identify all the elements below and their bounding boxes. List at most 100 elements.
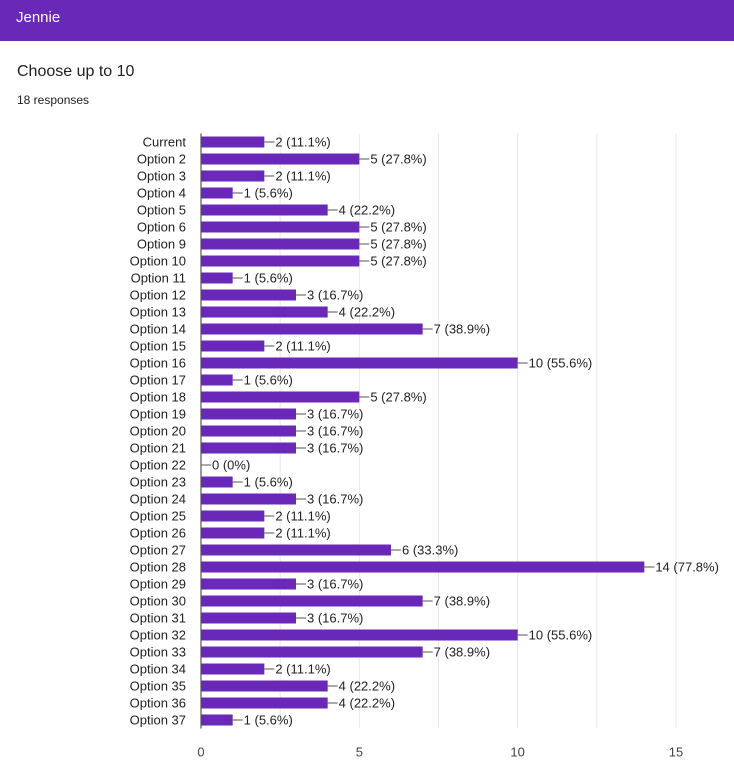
category-label: Option 31: [130, 611, 186, 626]
data-label: 5 (27.8%): [370, 152, 426, 167]
bar: [201, 595, 423, 607]
category-label: Option 36: [130, 696, 186, 711]
category-label: Option 17: [130, 373, 186, 388]
data-label: 7 (38.9%): [434, 322, 490, 337]
category-label: Option 6: [137, 220, 186, 235]
data-label: 2 (11.1%): [275, 339, 330, 354]
bar: [201, 272, 233, 284]
bar: [201, 357, 518, 369]
bar: [201, 646, 423, 658]
bar: [201, 170, 265, 182]
category-label: Option 11: [131, 271, 186, 286]
data-label: 1 (5.6%): [244, 271, 293, 286]
bar: [201, 187, 233, 199]
data-label: 1 (5.6%): [244, 713, 293, 728]
data-label: 3 (16.7%): [307, 424, 363, 439]
bar: [201, 238, 360, 250]
bar: [201, 340, 265, 352]
bar: [201, 374, 233, 386]
category-label: Option 33: [130, 645, 186, 660]
data-label: 2 (11.1%): [275, 135, 330, 150]
bar: [201, 680, 328, 692]
bar: [201, 476, 233, 488]
data-label: 7 (38.9%): [434, 594, 490, 609]
data-label: 6 (33.3%): [402, 543, 458, 558]
category-label: Option 19: [130, 407, 186, 422]
data-label: 3 (16.7%): [307, 492, 363, 507]
category-label: Option 25: [130, 509, 186, 524]
data-label: 2 (11.1%): [275, 526, 330, 541]
data-label: 7 (38.9%): [434, 645, 490, 660]
bar: [201, 136, 265, 148]
bar: [201, 255, 360, 267]
category-label: Option 30: [130, 594, 186, 609]
data-label: 10 (55.6%): [529, 356, 593, 371]
bar: [201, 323, 423, 335]
bar: [201, 391, 360, 403]
category-label: Option 29: [130, 577, 186, 592]
data-label: 1 (5.6%): [244, 373, 293, 388]
bar: [201, 153, 360, 165]
data-label: 14 (77.8%): [655, 560, 719, 575]
data-label: 10 (55.6%): [529, 628, 593, 643]
category-label: Option 22: [130, 458, 186, 473]
bar: [201, 425, 296, 437]
category-label: Option 35: [130, 679, 186, 694]
x-tick-label: 5: [356, 745, 363, 760]
response-count: 18 responses: [17, 93, 90, 107]
category-label: Option 27: [130, 543, 186, 558]
category-label: Option 14: [130, 322, 186, 337]
category-label: Option 26: [130, 526, 186, 541]
data-label: 4 (22.2%): [339, 679, 395, 694]
x-tick-label: 15: [669, 745, 683, 760]
x-tick-label: 0: [197, 745, 204, 760]
data-label: 5 (27.8%): [370, 220, 426, 235]
category-label: Option 23: [130, 475, 186, 490]
bar: [201, 663, 265, 675]
form-title: Jennie: [16, 9, 61, 26]
data-label: 2 (11.1%): [275, 169, 330, 184]
bar: [201, 527, 265, 539]
category-label: Option 15: [130, 339, 186, 354]
bar: [201, 510, 265, 522]
bar: [201, 493, 296, 505]
category-label: Option 21: [130, 441, 186, 456]
bar: [201, 289, 296, 301]
bar: [201, 629, 518, 641]
form-header: Jennie: [0, 0, 734, 41]
data-label: 5 (27.8%): [370, 390, 426, 405]
bar: [201, 578, 296, 590]
x-tick-label: 10: [510, 745, 524, 760]
category-label: Option 24: [130, 492, 186, 507]
category-label: Option 10: [130, 254, 186, 269]
data-label: 3 (16.7%): [307, 407, 363, 422]
data-label: 2 (11.1%): [275, 509, 330, 524]
category-label: Option 18: [130, 390, 186, 405]
data-label: 1 (5.6%): [244, 186, 293, 201]
category-label: Option 4: [137, 186, 186, 201]
bar: [201, 204, 328, 216]
question-title: Choose up to 10: [17, 63, 135, 80]
category-label: Option 2: [137, 152, 186, 167]
data-label: 5 (27.8%): [370, 254, 426, 269]
category-label: Option 28: [130, 560, 186, 575]
data-label: 5 (27.8%): [370, 237, 426, 252]
data-label: 3 (16.7%): [307, 441, 363, 456]
category-label: Option 16: [130, 356, 186, 371]
data-label: 0 (0%): [212, 458, 250, 473]
data-label: 1 (5.6%): [244, 475, 293, 490]
bar: [201, 697, 328, 709]
bar: [201, 561, 645, 573]
category-label: Option 9: [137, 237, 186, 252]
bar: [201, 221, 360, 233]
category-label: Option 20: [130, 424, 186, 439]
category-label: Option 34: [130, 662, 186, 677]
data-label: 2 (11.1%): [275, 662, 330, 677]
bar: [201, 544, 391, 556]
category-label: Option 32: [130, 628, 186, 643]
bar: [201, 714, 233, 726]
category-label: Current: [143, 135, 187, 150]
category-label: Option 13: [130, 305, 186, 320]
category-label: Option 5: [137, 203, 186, 218]
